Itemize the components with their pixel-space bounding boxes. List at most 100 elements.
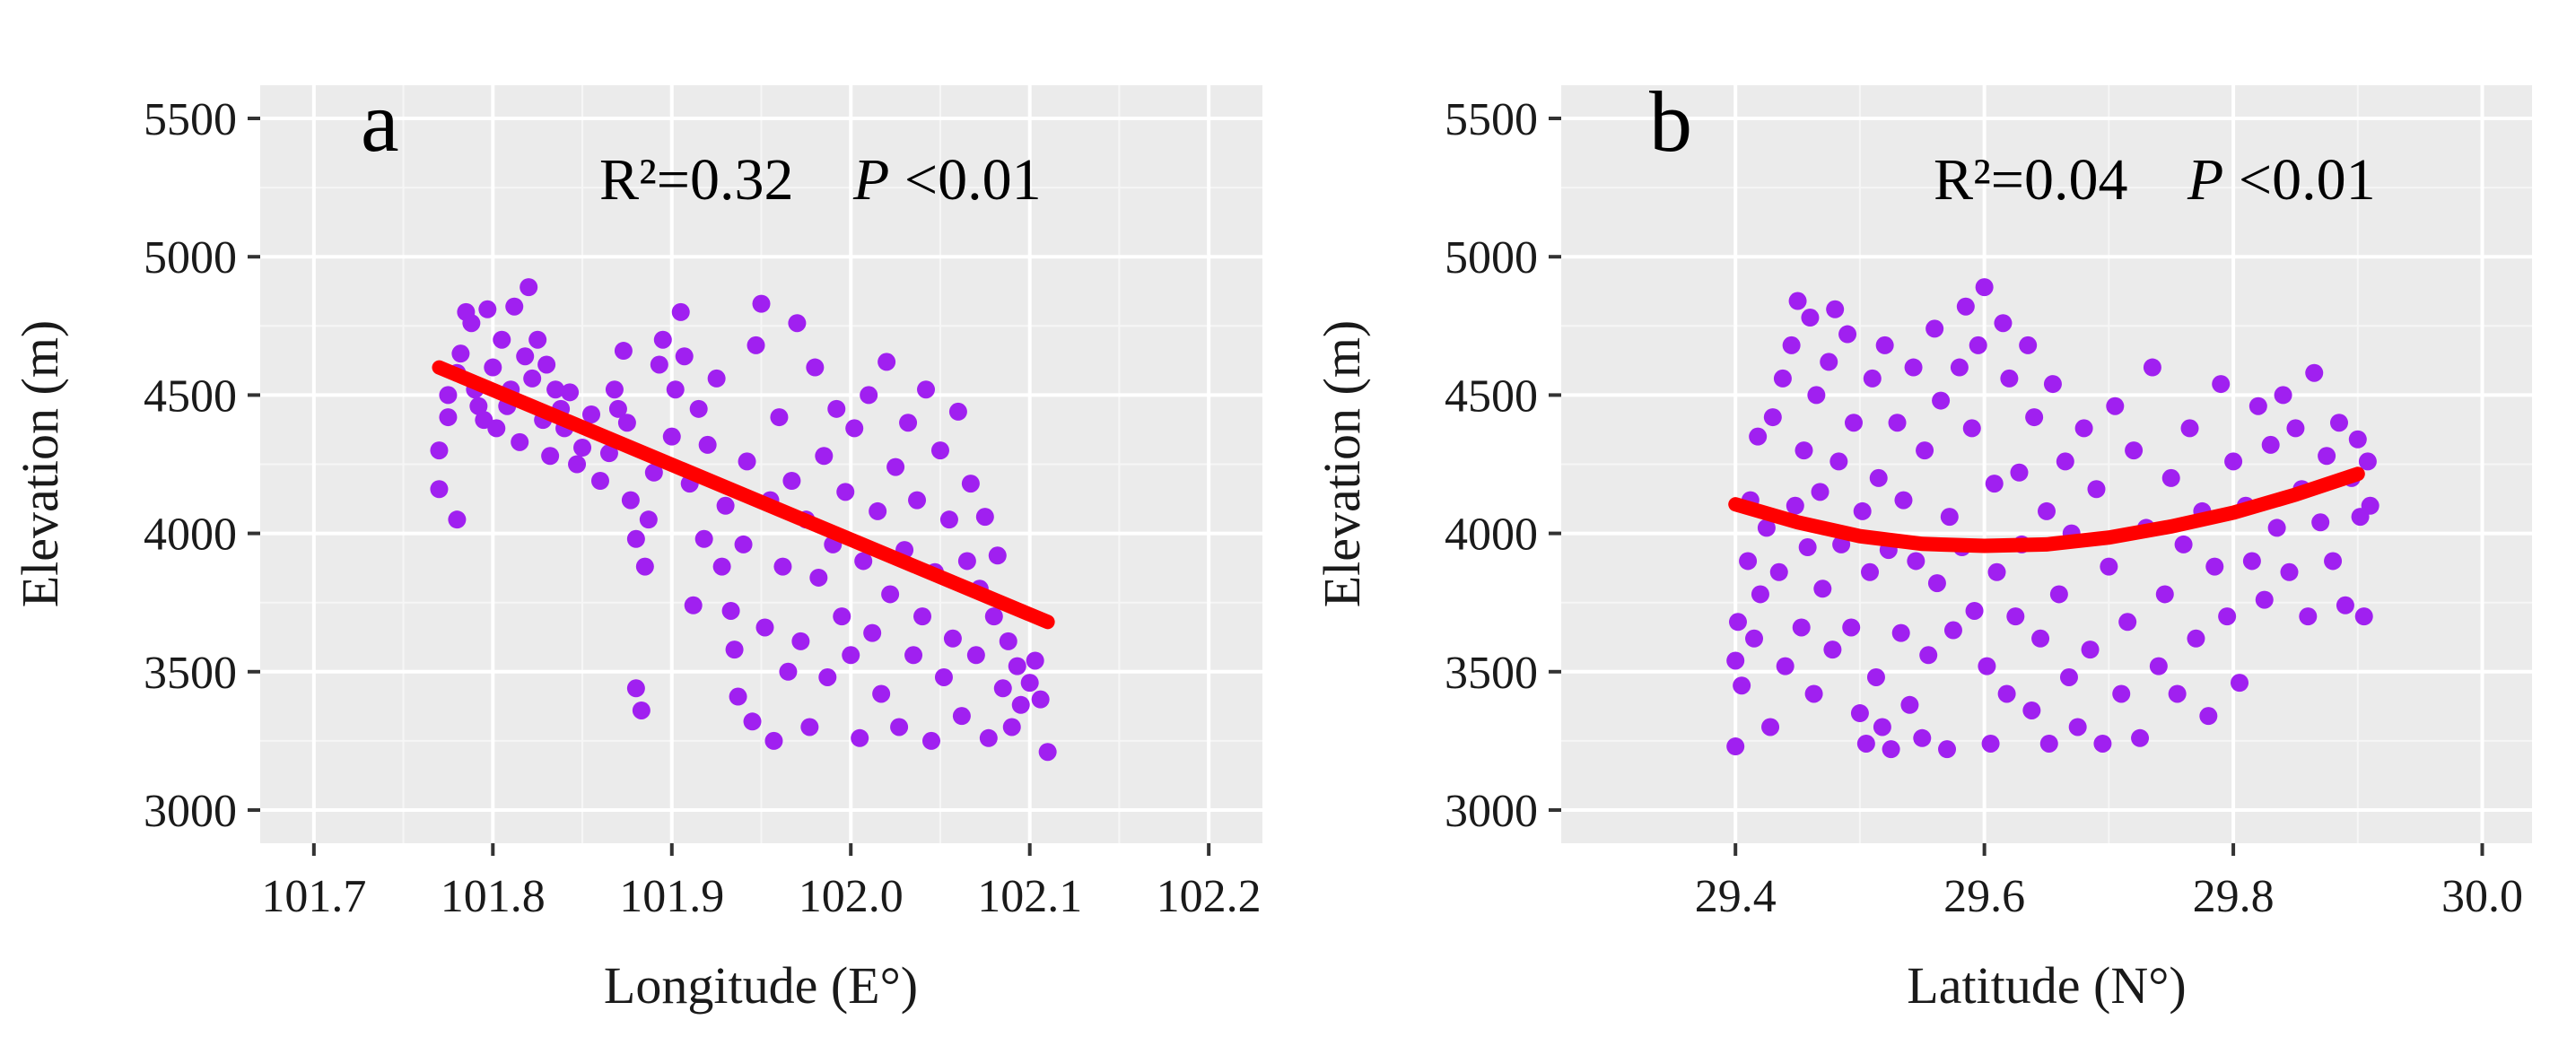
panel-b-x-axis-title: Latitude (N°)	[1907, 956, 2186, 1015]
data-point	[1978, 657, 1996, 675]
data-point	[520, 278, 538, 297]
panel-b-points	[1726, 278, 2380, 759]
data-point	[779, 662, 798, 681]
data-point	[1008, 657, 1026, 675]
y-tick-label: 3500	[1445, 648, 1538, 699]
data-point	[626, 529, 645, 548]
panel-b-ticks: 29.4 29.6 29.8 30.0 3000 3500 4000 4500 5000 5500	[1445, 94, 2523, 922]
data-point	[1728, 613, 1747, 632]
data-point	[430, 441, 449, 460]
data-point	[952, 707, 971, 726]
data-point	[1804, 684, 1823, 703]
data-point	[590, 472, 609, 491]
data-point	[2149, 657, 2168, 675]
data-point	[1853, 501, 1872, 520]
data-point	[1891, 623, 1910, 642]
data-point	[2106, 396, 2125, 415]
data-point	[1020, 674, 1039, 693]
panel-a-ticks: 101.7 101.8 101.9 102.0 102.1 102.2 3000 3500 40…	[144, 94, 1262, 922]
data-point	[729, 687, 747, 706]
data-point	[966, 646, 985, 665]
data-point	[908, 491, 927, 510]
data-point	[1826, 300, 1845, 318]
data-point	[1782, 336, 1801, 354]
data-point	[650, 355, 668, 374]
data-point	[546, 380, 565, 399]
data-point	[993, 679, 1012, 698]
data-point	[827, 399, 846, 418]
data-point	[2039, 734, 2058, 753]
data-point	[478, 300, 497, 318]
data-point	[523, 369, 542, 388]
data-point	[439, 386, 458, 405]
data-point	[2118, 613, 2137, 632]
data-point	[1965, 601, 1984, 620]
data-point	[621, 491, 640, 510]
panel-a-x-axis-title: Longitude (E°)	[604, 956, 918, 1015]
data-point	[743, 712, 762, 731]
data-point	[845, 419, 864, 438]
data-point	[809, 568, 828, 587]
data-point	[1904, 358, 1923, 377]
data-point	[2031, 629, 2050, 648]
y-tick-label: 5000	[144, 232, 237, 283]
data-point	[2059, 667, 2078, 686]
data-point	[1962, 419, 1981, 438]
data-point	[1823, 640, 1842, 659]
data-point	[755, 618, 774, 637]
panel-a-fit-line	[432, 360, 1055, 630]
data-point	[1985, 475, 2004, 493]
data-point	[2006, 607, 2025, 626]
data-point	[1002, 718, 1021, 736]
data-point	[712, 557, 731, 576]
data-point	[2022, 701, 2041, 719]
data-point	[451, 344, 470, 363]
data-point	[2261, 435, 2280, 454]
data-point	[1811, 483, 1829, 501]
data-point	[1943, 621, 1962, 640]
data-point	[2043, 375, 2062, 394]
data-point	[632, 701, 651, 719]
data-point	[2131, 728, 2150, 747]
data-point	[1829, 452, 1848, 471]
data-point	[752, 294, 771, 313]
x-tick-label: 101.8	[441, 871, 546, 922]
panel-a-r2: R²=0.32	[599, 147, 794, 213]
data-point	[2010, 463, 2029, 482]
data-point	[617, 414, 636, 432]
data-point	[516, 347, 535, 366]
data-point	[2187, 629, 2205, 648]
data-point	[2358, 452, 2377, 471]
data-point	[1869, 468, 1888, 487]
data-point	[806, 358, 825, 377]
data-point	[2348, 430, 2367, 449]
data-point	[1894, 491, 1913, 510]
data-point	[930, 441, 949, 460]
data-point	[448, 510, 467, 529]
y-tick-label: 4500	[144, 370, 237, 422]
data-point	[2336, 596, 2354, 614]
x-tick-label: 102.1	[977, 871, 1082, 922]
data-point	[782, 472, 801, 491]
data-point	[921, 731, 940, 750]
y-tick-label: 4000	[144, 510, 237, 561]
data-point	[666, 380, 685, 399]
data-point	[2212, 375, 2231, 394]
data-point	[1798, 538, 1817, 557]
data-point	[1987, 562, 2006, 581]
data-point	[1794, 441, 1813, 460]
data-point	[2000, 369, 2019, 388]
data-point	[2174, 535, 2193, 553]
data-point	[988, 546, 1007, 565]
data-point	[1739, 552, 1758, 571]
data-point	[1761, 718, 1780, 736]
data-point	[2143, 358, 2161, 377]
data-point	[2361, 496, 2380, 515]
data-point	[2249, 396, 2267, 415]
data-point	[561, 383, 580, 402]
data-point	[684, 596, 703, 614]
data-point	[833, 607, 851, 626]
data-point	[1820, 353, 1838, 371]
data-point	[725, 640, 744, 659]
